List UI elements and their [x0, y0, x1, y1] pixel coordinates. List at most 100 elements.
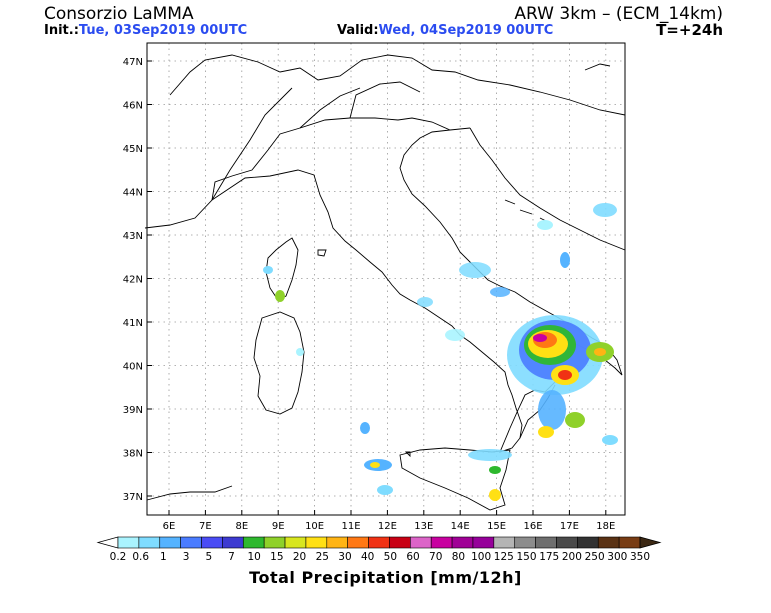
colorbar-tick-label: 300 [607, 551, 627, 563]
lat-label: 46N [123, 101, 143, 112]
colorbar-segment [368, 536, 390, 549]
org-title: Consorzio LaMMA [44, 4, 194, 24]
small-island-1 [404, 451, 411, 458]
precip-cell [533, 334, 547, 342]
model-title: ARW 3km – (ECM_14km) [514, 4, 723, 24]
precip-cell [538, 426, 554, 438]
colorbar-tick-label: 70 [429, 551, 442, 563]
lon-label: 18E [596, 521, 615, 532]
colorbar-tick-label: 175 [539, 551, 559, 563]
precip-cell [489, 489, 501, 501]
colorbar-tick-label: 100 [471, 551, 491, 563]
map-frame [146, 42, 626, 516]
lon-label: 15E [487, 521, 506, 532]
lon-label: 8E [235, 521, 248, 532]
lon-label: 10E [305, 521, 324, 532]
init-time: Init.:Tue, 03Sep2019 00UTC [44, 23, 247, 38]
colorbar-segment [284, 536, 307, 549]
colorbar-tick-label: 80 [452, 551, 465, 563]
colorbar-tick-label: 150 [516, 551, 536, 563]
lon-label: 17E [560, 521, 579, 532]
colorbar-segment [556, 536, 578, 549]
precip-cell [537, 220, 553, 230]
valid-label: Valid: [337, 23, 379, 38]
colorbar-tick-label: 0.2 [110, 551, 127, 563]
colorbar-segment [201, 536, 223, 549]
colorbar-segment [326, 536, 348, 549]
lon-label: 7E [199, 521, 212, 532]
colorbar-segment [410, 536, 432, 549]
colorbar-segment [305, 536, 328, 549]
inner-borders [211, 81, 421, 201]
valid-time: Valid:Wed, 04Sep2019 00UTC [337, 23, 553, 38]
lon-label: 12E [378, 521, 397, 532]
colorbar-tick-label: 125 [494, 551, 514, 563]
colorbar-segment [263, 536, 286, 549]
precip-cell [370, 462, 380, 468]
colorbar: 0.2 0.6 1 3 5 7 10 15 20 25 30 40 50 60 70 80 100 125 150 1… [96, 536, 662, 563]
valid-value: Wed, 04Sep2019 00UTC [378, 23, 554, 38]
colorbar-tick-label: 25 [316, 551, 329, 563]
colorbar-segment [347, 536, 369, 549]
lon-label: 6E [163, 521, 176, 532]
precip-cell [489, 466, 501, 474]
precip-cell [468, 449, 512, 461]
forecast-step: T=+24h [656, 21, 723, 39]
colorbar-tick-label: 10 [247, 551, 260, 563]
precip-cell [275, 290, 285, 302]
colorbar-tick-label: 50 [384, 551, 397, 563]
colorbar-tick-label: 1 [160, 551, 167, 563]
colorbar-segment [430, 536, 453, 549]
colorbar-right-arrow [639, 536, 662, 549]
colorbar-segment [180, 536, 202, 549]
dalmatian-islands [504, 63, 611, 225]
precip-cell [360, 422, 370, 434]
lon-label: 14E [451, 521, 470, 532]
lat-label: 40N [123, 362, 143, 373]
precip-cell [459, 262, 491, 278]
colorbar-segment [597, 536, 620, 549]
lat-label: 37N [123, 492, 143, 503]
colorbar-tick-label: 40 [361, 551, 374, 563]
lon-label: 13E [414, 521, 433, 532]
precip-cell [560, 252, 570, 268]
precip-cell [565, 412, 585, 428]
precipitation-field [263, 203, 618, 501]
lon-label: 9E [272, 521, 285, 532]
precip-cell [538, 390, 566, 430]
precip-cell [377, 485, 393, 495]
colorbar-tick-label: 3 [183, 551, 190, 563]
colorbar-left-arrow [96, 536, 119, 549]
lat-label: 41N [123, 318, 143, 329]
map-grid: 47N 46N 45N 44N 43N 42N 41N 40N 39N 38N 37N 6E 7E 8E 9… [123, 43, 625, 532]
sardinia-outline [253, 311, 305, 415]
colorbar-tick-label: 30 [338, 551, 351, 563]
precip-cell [417, 297, 433, 307]
lat-label: 47N [123, 57, 143, 68]
precip-cell [558, 370, 572, 380]
precip-cell [602, 435, 618, 445]
precip-cell [490, 287, 510, 297]
colorbar-tick-label: 0.6 [132, 551, 149, 563]
colorbar-segment [535, 536, 557, 549]
lon-label: 11E [341, 521, 360, 532]
africa-coast [146, 485, 233, 501]
colorbar-segment [514, 536, 536, 549]
lon-label: 16E [523, 521, 542, 532]
colorbar-tick-label: 20 [293, 551, 306, 563]
colorbar-segment [618, 536, 641, 549]
alps-border [169, 54, 626, 116]
lat-label: 42N [123, 275, 143, 286]
elba-outline [317, 249, 327, 257]
colorbar-tick-label: 60 [406, 551, 419, 563]
sicily-outline [399, 447, 511, 511]
lat-label: 44N [123, 188, 143, 199]
colorbar-segment [222, 536, 244, 549]
precip-cell [593, 203, 617, 217]
init-value: Tue, 03Sep2019 00UTC [78, 23, 248, 38]
colorbar-title: Total Precipitation [mm/12h] [249, 568, 522, 587]
colorbar-tick-label: 15 [270, 551, 283, 563]
italy-border-north [144, 117, 451, 229]
colorbar-segment [138, 536, 161, 549]
